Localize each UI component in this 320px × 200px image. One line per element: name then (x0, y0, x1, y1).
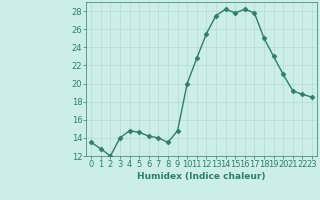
X-axis label: Humidex (Indice chaleur): Humidex (Indice chaleur) (137, 172, 266, 181)
